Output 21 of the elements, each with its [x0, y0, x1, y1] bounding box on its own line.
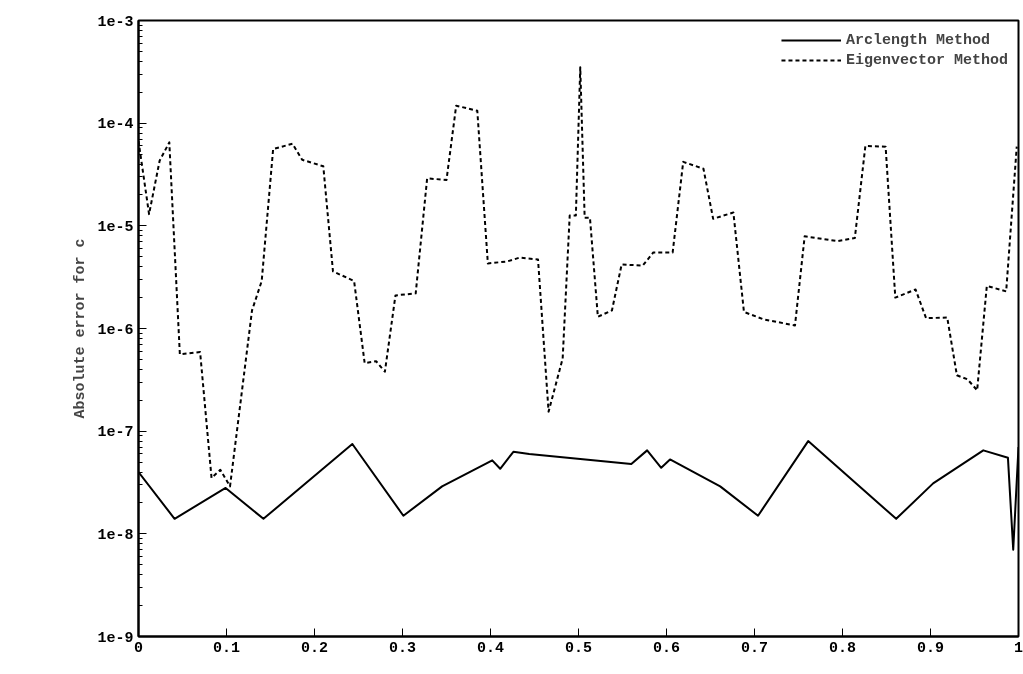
- x-tick-label: 0: [134, 639, 144, 657]
- legend-label: Eigenvector Method: [845, 51, 1008, 69]
- y-tick-label: 1e-6: [97, 321, 134, 339]
- x-tick-label: 0.2: [301, 639, 329, 657]
- x-tick-label: 0.8: [829, 639, 857, 657]
- y-tick-label: 1e-5: [97, 218, 134, 236]
- y-tick-label: 1e-8: [97, 526, 134, 544]
- x-tick-label: 1: [1014, 639, 1023, 657]
- x-tick-label: 0.1: [213, 639, 241, 657]
- x-tick-label: 0.6: [653, 639, 681, 657]
- y-tick-label: 1e-3: [97, 13, 134, 31]
- y-tick-label: 1e-4: [97, 116, 134, 134]
- y-tick-label: 1e-9: [97, 629, 134, 647]
- x-tick-label: 0.5: [565, 639, 593, 657]
- x-tick-label: 0.3: [389, 639, 417, 657]
- x-tick-label: 0.9: [917, 639, 945, 657]
- x-tick-label: 0.4: [477, 639, 505, 657]
- y-tick-label: 1e-7: [97, 424, 134, 442]
- x-tick-label: 0.7: [741, 639, 769, 657]
- y-axis-title: Absolute error for c: [72, 238, 90, 419]
- legend-label: Arclength Method: [845, 31, 990, 49]
